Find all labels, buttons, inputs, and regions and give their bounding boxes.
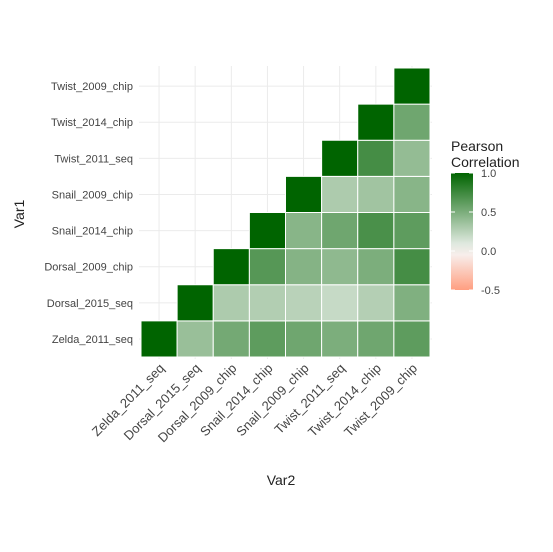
legend-ticks: 1.0 0.5 0.0 -0.5 <box>451 168 500 297</box>
heatmap-cell-Dorsal_2015_seq-Dorsal_2009_chip <box>212 284 250 322</box>
heatmap-cell-Zelda_2011_seq-Twist_2014_chip <box>357 320 395 358</box>
y-tick-label: Dorsal_2015_seq <box>47 298 133 310</box>
y-tick-label: Zelda_2011_seq <box>52 334 133 346</box>
legend-tick-label: 0.5 <box>481 207 496 219</box>
y-tick-label: Snail_2009_chip <box>52 189 133 201</box>
heatmap-cell-Dorsal_2009_chip-Snail_2014_chip <box>248 248 286 286</box>
heatmap-cell-Twist_2014_chip-Twist_2009_chip <box>393 103 431 141</box>
heatmap-tiles <box>140 67 431 358</box>
y-tick-label: Twist_2014_chip <box>51 117 133 129</box>
y-tick-label: Twist_2011_seq <box>54 153 133 165</box>
heatmap-cell-Dorsal_2015_seq-Twist_2014_chip <box>357 284 395 322</box>
y-tick-label: Twist_2009_chip <box>51 81 133 93</box>
heatmap-cell-Zelda_2011_seq-Dorsal_2009_chip <box>212 320 250 358</box>
legend-tick-label: -0.5 <box>481 285 500 297</box>
legend-colorbar <box>451 173 473 290</box>
heatmap-cell-Dorsal_2009_chip-Twist_2011_seq <box>321 248 359 286</box>
heatmap-cell-Dorsal_2009_chip-Twist_2009_chip <box>393 248 431 286</box>
heatmap-cell-Snail_2014_chip-Snail_2009_chip <box>285 212 323 250</box>
y-axis-title: Var1 <box>11 200 27 229</box>
heatmap-cell-Dorsal_2015_seq-Twist_2011_seq <box>321 284 359 322</box>
heatmap-cell-Dorsal_2015_seq-Dorsal_2015_seq <box>176 284 214 322</box>
heatmap-cell-Twist_2009_chip-Twist_2009_chip <box>393 67 431 105</box>
heatmap-cell-Snail_2014_chip-Twist_2009_chip <box>393 212 431 250</box>
heatmap-cell-Twist_2011_seq-Twist_2009_chip <box>393 139 431 177</box>
heatmap-cell-Zelda_2011_seq-Zelda_2011_seq <box>140 320 178 358</box>
heatmap-cell-Snail_2014_chip-Twist_2011_seq <box>321 212 359 250</box>
heatmap-cell-Zelda_2011_seq-Twist_2009_chip <box>393 320 431 358</box>
heatmap-cell-Twist_2011_seq-Twist_2011_seq <box>321 139 359 177</box>
heatmap-cell-Snail_2009_chip-Twist_2009_chip <box>393 175 431 213</box>
heatmap-cell-Zelda_2011_seq-Snail_2014_chip <box>248 320 286 358</box>
heatmap-cell-Twist_2014_chip-Twist_2014_chip <box>357 103 395 141</box>
heatmap-cell-Dorsal_2009_chip-Twist_2014_chip <box>357 248 395 286</box>
legend-tick-label: 0.0 <box>481 246 496 258</box>
heatmap-cell-Dorsal_2015_seq-Snail_2014_chip <box>248 284 286 322</box>
y-tick-labels: Zelda_2011_seq Dorsal_2015_seq Dorsal_2009… <box>44 81 133 346</box>
heatmap-cell-Twist_2011_seq-Twist_2014_chip <box>357 139 395 177</box>
heatmap-cell-Dorsal_2015_seq-Snail_2009_chip <box>285 284 323 322</box>
legend-title-line-1: Pearson <box>451 138 503 154</box>
heatmap-cell-Snail_2009_chip-Snail_2009_chip <box>285 175 323 213</box>
x-tick-labels: Zelda_2011_seqDorsal_2015_seqDorsal_2009… <box>89 361 420 446</box>
heatmap-cell-Dorsal_2015_seq-Twist_2009_chip <box>393 284 431 322</box>
heatmap-cell-Zelda_2011_seq-Snail_2009_chip <box>285 320 323 358</box>
heatmap-cell-Zelda_2011_seq-Twist_2011_seq <box>321 320 359 358</box>
y-tick-label: Snail_2014_chip <box>52 226 133 238</box>
x-axis-title: Var2 <box>267 472 296 488</box>
y-tick-label: Dorsal_2009_chip <box>44 262 133 274</box>
legend-tick-label: 1.0 <box>481 168 496 180</box>
heatmap-cell-Zelda_2011_seq-Dorsal_2015_seq <box>176 320 214 358</box>
heatmap-cell-Snail_2014_chip-Twist_2014_chip <box>357 212 395 250</box>
legend-title-line-2: Correlation <box>451 154 519 170</box>
heatmap-cell-Snail_2009_chip-Twist_2014_chip <box>357 175 395 213</box>
heatmap-cell-Dorsal_2009_chip-Snail_2009_chip <box>285 248 323 286</box>
heatmap-cell-Snail_2014_chip-Snail_2014_chip <box>248 212 286 250</box>
heatmap-cell-Dorsal_2009_chip-Dorsal_2009_chip <box>212 248 250 286</box>
legend: Pearson Correlation 1.0 0.5 0.0 -0.5 <box>451 138 519 297</box>
heatmap-cell-Snail_2009_chip-Twist_2011_seq <box>321 175 359 213</box>
